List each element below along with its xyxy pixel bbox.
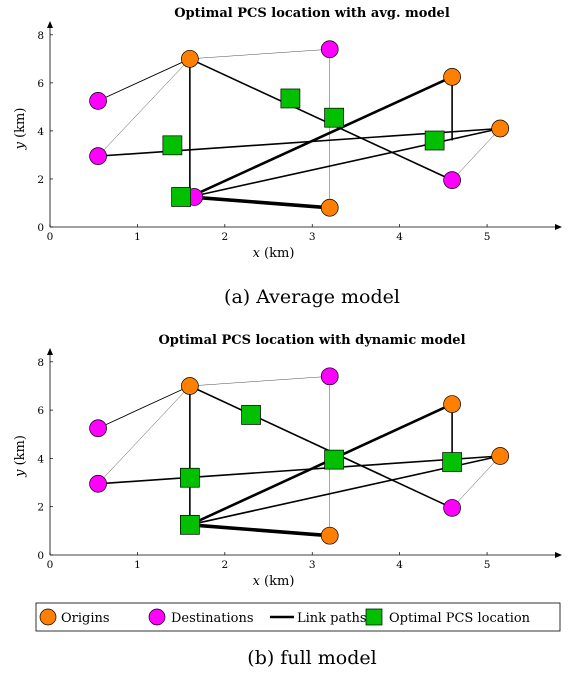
link-path [189,523,330,538]
x-tick-label: 5 [484,559,491,571]
link-path [97,58,191,102]
x-tick-label: 0 [47,231,54,243]
y-tick-label: 4 [37,126,44,138]
pcs-marker [324,107,344,128]
pcs-marker [241,405,261,425]
link-path [189,127,501,198]
link-path [189,195,330,210]
pcs-marker [280,88,301,109]
origin-marker [491,447,510,465]
chart-caption: (b) full model [247,647,376,669]
x-tick-label: 1 [134,231,141,243]
chart-title: Optimal PCS location with avg. model [174,6,450,21]
y-tick-label: 8 [37,30,44,42]
chart-panel-average: Optimal PCS location with avg. model (a)… [13,6,562,308]
x-tick-label: 4 [396,559,403,571]
pcs-marker [442,452,462,472]
y-tick-label: 2 [37,174,44,186]
link-path [97,58,190,157]
pcs-marker [324,449,344,470]
x-tick-label: 0 [47,559,54,571]
destination-marker [89,147,107,165]
destination-marker [320,40,339,59]
link-path [97,385,191,429]
link-path [189,58,453,181]
y-tick-label: 2 [37,502,44,514]
x-tick-label: 5 [484,231,491,243]
origin-marker [320,526,339,545]
y-axis-label: y (km) [13,435,28,478]
y-tick-label: 8 [37,357,44,369]
y-axis-arrow [47,21,53,28]
chart-caption: (a) Average model [224,286,400,308]
link-path [189,402,453,526]
link-path [189,385,453,509]
chart-panel-dynamic: Optimal PCS location with dynamic model … [13,333,562,669]
destination-marker [89,419,107,438]
x-axis-arrow [555,552,562,558]
origin-marker [320,198,339,217]
legend-origin-marker [39,608,57,626]
link-path [189,75,453,199]
legend-pcs-label: Optimal PCS location [389,611,531,626]
origin-marker [443,67,461,86]
pcs-marker [180,467,200,488]
x-axis-label: x (km) [253,574,295,589]
x-tick-label: 3 [309,559,316,571]
y-tick-label: 4 [37,453,44,465]
link-path [97,385,190,484]
x-axis-label: x (km) [253,246,295,261]
link-path [189,376,330,387]
legend-box [35,602,561,632]
link-path [451,128,501,181]
origin-marker [443,395,461,413]
pcs-marker [180,514,200,535]
link-path [451,455,501,509]
x-tick-label: 2 [221,231,228,243]
destination-marker [320,367,339,386]
legend-links-label: Link paths [297,611,367,626]
legend-destination-marker [148,608,166,626]
x-axis-arrow [555,224,562,230]
origin-marker [181,377,199,395]
y-tick-label: 0 [37,222,44,234]
y-tick-label: 6 [37,405,44,417]
origin-marker [491,119,510,138]
y-tick-label: 0 [37,550,44,562]
origin-marker [181,49,199,68]
x-tick-label: 3 [309,231,316,243]
destination-marker [89,474,107,493]
legend-destinations-label: Destinations [171,611,254,626]
x-tick-label: 4 [396,231,403,243]
pcs-marker [171,187,191,207]
link-path [98,455,501,485]
destination-marker [89,92,107,110]
y-tick-label: 6 [37,78,44,90]
legend-pcs-marker [365,608,383,626]
destination-marker [443,499,461,517]
x-tick-label: 1 [134,559,141,571]
legend-origins-label: Origins [61,611,110,626]
destination-marker [443,171,461,190]
chart-title: Optimal PCS location with dynamic model [158,333,465,348]
link-path [189,49,330,60]
y-axis-label: y (km) [13,108,28,151]
x-tick-label: 2 [221,559,228,571]
legend: Origins Destinations Link paths Optimal … [35,602,561,632]
pcs-marker [162,135,183,156]
pcs-marker [424,130,445,151]
y-axis-arrow [47,348,53,355]
